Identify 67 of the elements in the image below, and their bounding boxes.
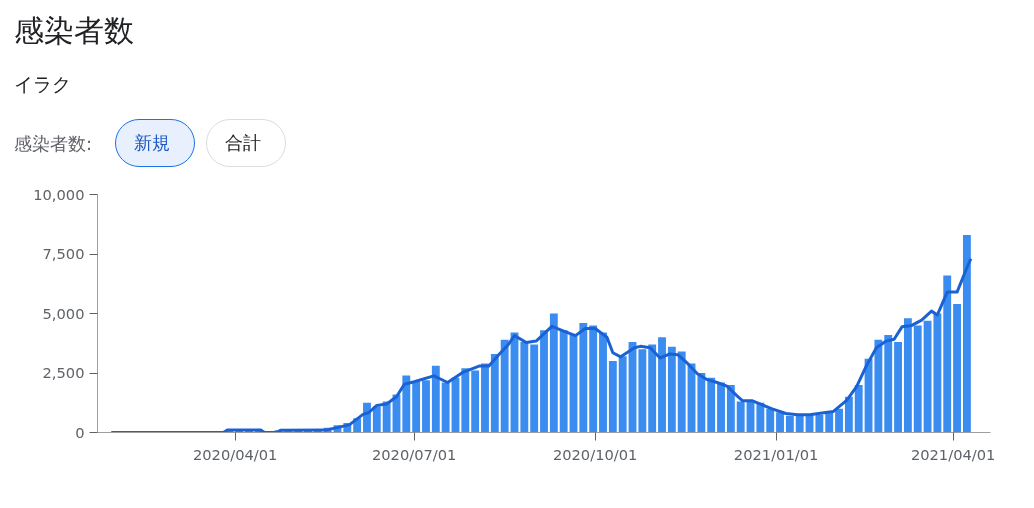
bar [471, 370, 480, 433]
bar [962, 234, 971, 433]
bar [441, 382, 450, 433]
bar [736, 401, 745, 433]
bar [707, 377, 716, 433]
chart-subtitle: イラク [14, 72, 71, 97]
y-tick-label: 5,000 [42, 304, 85, 322]
bar [933, 313, 942, 433]
bar [795, 414, 804, 433]
bar [815, 414, 824, 433]
bar [844, 396, 853, 433]
bar [412, 381, 421, 433]
bar [776, 412, 784, 433]
bar [520, 342, 529, 433]
bar [559, 330, 568, 433]
bar [766, 408, 775, 433]
bar [422, 380, 430, 433]
bar [638, 349, 647, 433]
bar [854, 384, 863, 433]
bar [500, 339, 509, 433]
bar [481, 363, 489, 433]
bar [648, 344, 657, 433]
y-tick-label: 7,500 [42, 245, 85, 262]
bar [894, 342, 902, 433]
bar [540, 330, 548, 433]
bar [677, 351, 686, 433]
bar [835, 408, 843, 433]
bar [658, 337, 666, 433]
bar [717, 382, 725, 433]
line-series [109, 257, 973, 433]
bar [618, 356, 627, 433]
bar [726, 384, 735, 433]
bar [372, 406, 381, 433]
bar [382, 401, 391, 433]
bar [825, 412, 834, 433]
bar [756, 402, 765, 433]
bar [884, 334, 893, 433]
x-tick-label: 2021/04/01 [910, 445, 996, 463]
bar [785, 415, 794, 433]
bar [953, 303, 961, 433]
bar [431, 365, 440, 433]
y-tick-label: 10,000 [33, 185, 85, 203]
text: 合計 [225, 131, 261, 155]
x-tick-label: 2020/04/01 [192, 445, 278, 463]
bar [402, 375, 411, 433]
bar [874, 339, 883, 433]
bar [599, 332, 607, 433]
bar [589, 325, 598, 433]
bar [549, 313, 558, 433]
bar [461, 368, 470, 433]
x-tick-label: 2020/10/01 [552, 445, 638, 463]
chart-title: 感染者数 [14, 12, 134, 50]
x-tick-label: 2020/07/01 [371, 445, 457, 463]
bar [490, 353, 499, 433]
text: 新規 [134, 131, 170, 155]
text: 感染者数: [14, 132, 93, 156]
bar [913, 325, 922, 433]
x-tick-label: 2021/01/01 [733, 445, 819, 463]
bar [903, 318, 912, 433]
bar [667, 346, 676, 433]
y-tick-label: 0 [75, 423, 85, 441]
bar [530, 344, 539, 433]
bar [608, 361, 617, 433]
bar [579, 323, 588, 433]
bar [943, 275, 952, 433]
y-tick-label: 2,500 [42, 364, 85, 381]
bar [697, 373, 706, 433]
